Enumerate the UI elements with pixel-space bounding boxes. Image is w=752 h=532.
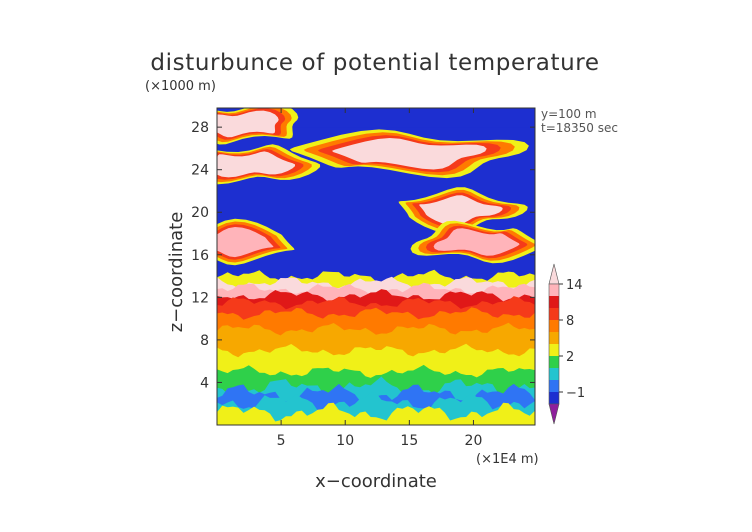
x-tick-label: 5 [277, 433, 286, 449]
colorbar-segment [549, 368, 559, 381]
warm-blob [217, 227, 274, 258]
y-tick-label: 12 [191, 290, 209, 306]
annotation-y: y=100 m [541, 107, 597, 121]
warm-blob [332, 138, 487, 170]
y-axis-label: z−coordinate [166, 212, 187, 333]
x-tick-label: 10 [336, 433, 354, 449]
warm-blob [433, 228, 520, 256]
warm-blob [419, 195, 503, 225]
colorbar-segment [549, 344, 559, 357]
x-axis-ticks: 5 10 15 20 [277, 108, 483, 449]
y-tick-label: 8 [200, 333, 209, 349]
colorbar-segment [549, 296, 559, 309]
y-tick-label: 16 [191, 248, 209, 264]
warm-blob [217, 110, 279, 138]
plot-frame [216, 107, 536, 426]
x-tick-label: 15 [400, 433, 418, 449]
colorbar-segment [549, 356, 559, 369]
heatmap-area [217, 108, 535, 425]
y-tick-label: 24 [191, 163, 209, 179]
colorbar: −1 2 8 14 [548, 263, 585, 425]
colorbar-bottom-arrow [548, 403, 560, 425]
colorbar-segment [549, 308, 559, 321]
annotation-time: t=18350 sec [541, 121, 618, 135]
contour-band [217, 402, 535, 425]
colorbar-segment [549, 380, 559, 393]
colorbar-top-arrow [548, 263, 560, 285]
y-tick-label: 28 [191, 120, 209, 136]
colorbar-segment [549, 284, 559, 297]
colorbar-tick-label: 14 [566, 278, 583, 293]
colorbar-segment [549, 392, 559, 405]
colorbar-tick-label: 2 [566, 350, 574, 365]
chart-title: disturbunce of potential temperature [150, 50, 599, 76]
colorbar-segment [549, 332, 559, 345]
y-tick-label: 20 [191, 205, 209, 221]
x-unit-label: (×1E4 m) [476, 452, 539, 467]
y-tick-label: 4 [200, 375, 209, 391]
y-axis-ticks: 4 8 12 16 20 24 28 [191, 120, 535, 391]
colorbar-tick-label: 8 [566, 314, 574, 329]
x-tick-label: 20 [465, 433, 483, 449]
colorbar-tick-label: −1 [566, 386, 585, 401]
y-unit-label: (×1000 m) [145, 79, 216, 94]
colorbar-segment [549, 320, 559, 333]
warm-blob [217, 151, 295, 178]
x-axis-label: x−coordinate [315, 471, 437, 492]
